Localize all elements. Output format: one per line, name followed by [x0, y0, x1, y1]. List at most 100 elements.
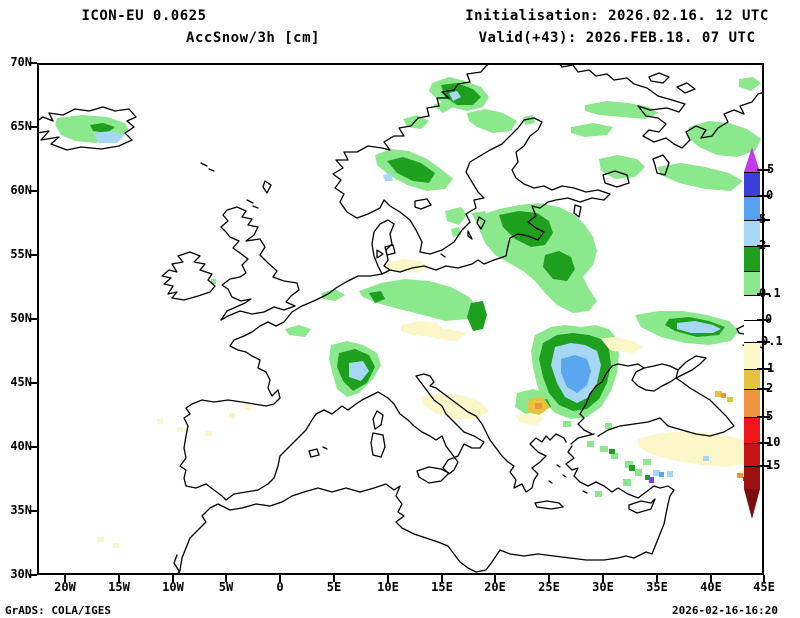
lat-tick	[29, 446, 37, 448]
lon-tick	[494, 575, 496, 582]
lon-tick	[387, 575, 389, 582]
colorbar-tick-label: 1	[767, 361, 775, 375]
lat-tick	[29, 510, 37, 512]
lat-label: 50N	[10, 311, 32, 325]
colorbar-tick	[757, 195, 770, 197]
colorbar-segment	[744, 295, 760, 320]
lon-tick	[333, 575, 335, 582]
colorbar-tick-label: 10	[766, 435, 781, 449]
colorbar-boundary	[744, 417, 760, 418]
lon-label: 20W	[54, 580, 76, 594]
lon-label: 25E	[538, 580, 560, 594]
colorbar-tick-label: 5	[759, 212, 767, 226]
colorbar-segment	[744, 172, 760, 196]
lon-tick	[118, 575, 120, 582]
colorbar-segment	[744, 246, 760, 271]
colorbar-boundary	[744, 466, 760, 467]
lat-tick	[29, 318, 37, 320]
colorbar-tick	[757, 442, 770, 444]
lat-label: 40N	[10, 439, 32, 453]
coastline-layer	[39, 65, 762, 573]
lon-label: 15E	[431, 580, 453, 594]
lon-label: 5E	[326, 580, 342, 594]
colorbar-segment	[744, 196, 760, 220]
colorbar-tick-label: 2	[759, 238, 767, 252]
colorbar-boundary	[744, 220, 760, 221]
lat-label: 65N	[10, 119, 32, 133]
colorbar-tick-label: 0.1	[761, 334, 783, 348]
colorbar-segment	[744, 417, 760, 443]
map-svg	[39, 65, 762, 573]
lon-tick	[225, 575, 227, 582]
lat-label: 45N	[10, 375, 32, 389]
lon-tick	[441, 575, 443, 582]
colorbar-tick-label: 2	[766, 381, 774, 395]
colorbar-boundary	[744, 369, 760, 370]
lat-tick	[29, 190, 37, 192]
colorbar-tick	[757, 319, 770, 321]
lon-label: 0	[276, 580, 284, 594]
colorbar-boundary	[744, 443, 760, 444]
lon-label: 40E	[700, 580, 722, 594]
lon-tick	[279, 575, 281, 582]
lat-label: 35N	[10, 503, 32, 517]
lon-label: 10W	[162, 580, 184, 594]
lat-tick	[29, 382, 37, 384]
colorbar-segment	[744, 443, 760, 466]
colorbar-tick	[757, 465, 770, 467]
timestamp: 2026-02-16-16:20	[672, 604, 778, 617]
lon-tick	[656, 575, 658, 582]
colorbar-segment	[744, 369, 760, 389]
lat-tick	[29, 574, 37, 576]
colorbar-boundary	[744, 320, 760, 321]
lon-tick	[172, 575, 174, 582]
lon-label: 45E	[753, 580, 775, 594]
lon-label: 35E	[646, 580, 668, 594]
lon-label: 5W	[218, 580, 234, 594]
colorbar-boundary	[744, 295, 760, 296]
lon-tick	[548, 575, 550, 582]
colorbar-segment	[744, 389, 760, 417]
lon-label: 10E	[377, 580, 399, 594]
grads-credit: GrADS: COLA/IGES	[5, 604, 111, 617]
colorbar-tick	[757, 368, 770, 370]
variable-title: AccSnow/3h [cm]	[186, 30, 320, 46]
lon-label: 20E	[484, 580, 506, 594]
lat-label: 30N	[10, 567, 32, 581]
colorbar-boundary	[744, 342, 760, 343]
colorbar-tick-label: 15	[766, 458, 781, 472]
lon-tick	[710, 575, 712, 582]
colorbar-segment	[744, 320, 760, 342]
snow-shading-layer	[55, 77, 761, 497]
colorbar-tick-label: 0.1	[759, 286, 781, 300]
colorbar-tick-label: 0	[766, 188, 774, 202]
model-title: ICON-EU 0.0625	[81, 8, 207, 24]
colorbar-segment	[744, 342, 760, 369]
blue-purple-layer	[93, 91, 721, 483]
colorbar-boundary	[744, 271, 760, 272]
colorbar-boundary	[744, 246, 760, 247]
lon-tick	[763, 575, 765, 582]
lat-tick	[29, 254, 37, 256]
lon-tick	[602, 575, 604, 582]
colorbar-segment	[744, 466, 760, 489]
colorbar-boundary	[744, 196, 760, 197]
colorbar-tick	[757, 293, 770, 295]
colorbar-tick-label: 5	[767, 162, 775, 176]
colorbar-segment	[744, 220, 760, 246]
valid-label: Valid(+43): 2026.FEB.18. 07 UTC	[478, 30, 756, 46]
lon-tick	[64, 575, 66, 582]
colorbar-tick-label: 5	[766, 409, 774, 423]
colorbar-tick	[757, 169, 770, 171]
map-frame	[37, 63, 764, 575]
colorbar-tick	[757, 219, 770, 221]
lat-label: 70N	[10, 55, 32, 69]
lon-label: 30E	[592, 580, 614, 594]
colorbar-tick	[757, 416, 770, 418]
init-label: Initialisation: 2026.02.16. 12 UTC	[465, 8, 769, 24]
lat-tick	[29, 62, 37, 64]
lon-label: 15W	[108, 580, 130, 594]
lat-tick	[29, 126, 37, 128]
colorbar-tick	[757, 388, 770, 390]
